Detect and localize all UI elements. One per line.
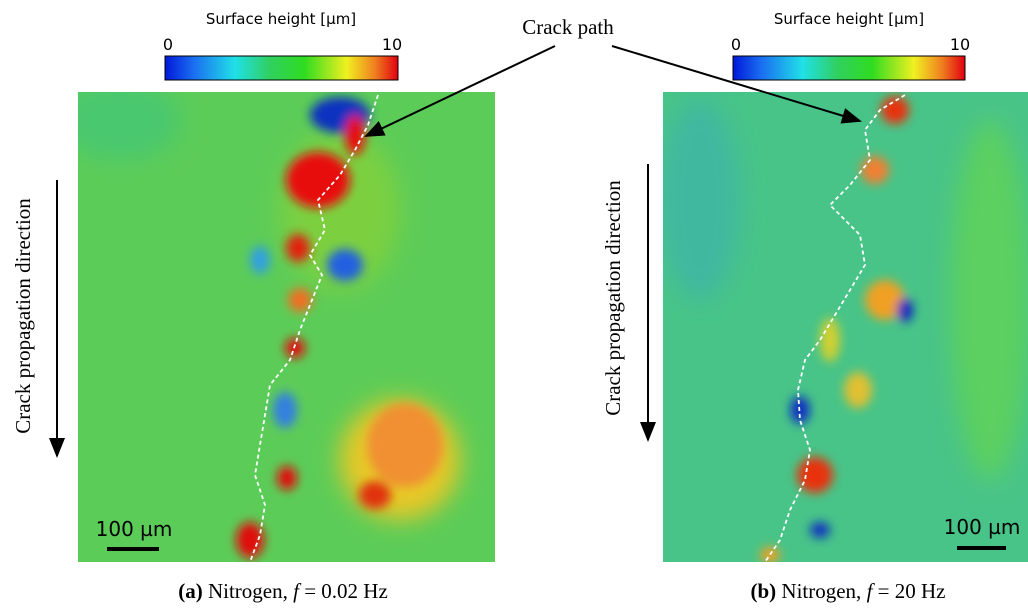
caption-label: (a) (178, 579, 203, 603)
caption: (a) Nitrogen, f = 0.02 Hz (178, 579, 388, 603)
caption-rest: = 0.02 Hz (299, 579, 388, 603)
colorbar-min: 0 (163, 35, 173, 54)
page: Surface height maps {"annotation": "Crac… (0, 0, 1028, 608)
height-map-a (60, 80, 495, 562)
colorbar-b: Surface height [µm] 0 10 (731, 10, 970, 80)
scale-bar-label: 100 µm (944, 515, 1021, 539)
caption-text: Nitrogen, (208, 579, 293, 603)
caption-label: (b) (750, 579, 776, 603)
caption: (b) Nitrogen, f = 20 Hz (750, 579, 945, 603)
colorbar-title: Surface height [µm] (206, 10, 356, 28)
colorbar-a: Surface height [µm] 0 10 (163, 10, 402, 80)
caption-rest: = 20 Hz (872, 579, 945, 603)
colorbar-gradient (165, 56, 398, 80)
scale-bar-label: 100 µm (96, 517, 173, 541)
colorbar-min: 0 (731, 35, 741, 54)
colorbar-max: 10 (950, 35, 970, 54)
direction-label: Crack propagation direction (601, 180, 625, 416)
height-map-b (660, 92, 1028, 563)
annotation: Crack path (522, 15, 614, 39)
colorbar-gradient (733, 56, 965, 80)
figure: Surface height [µm] 0 10 Surface height … (0, 0, 1028, 608)
body: Surface height [µm] 0 10 Surface height … (0, 0, 1028, 608)
colorbar-max: 10 (382, 35, 402, 54)
caption-text: Nitrogen, (781, 579, 866, 603)
direction-label: Crack propagation direction (11, 198, 35, 434)
colorbar-title: Surface height [µm] (774, 10, 924, 28)
